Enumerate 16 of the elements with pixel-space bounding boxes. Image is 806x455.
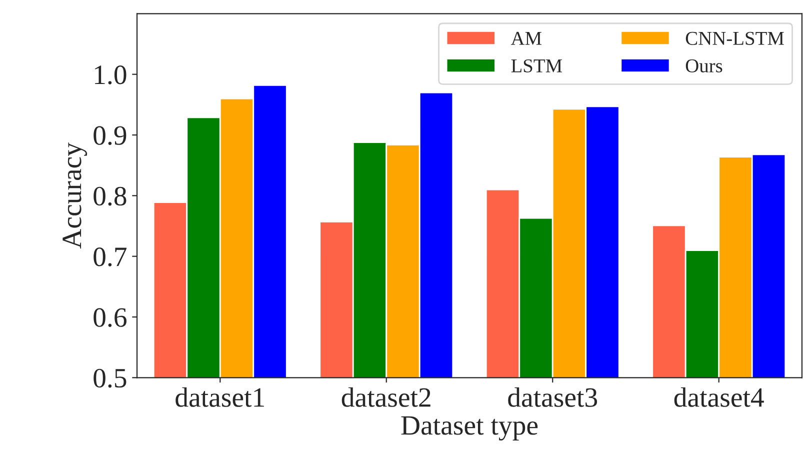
x-tick-label: dataset2 xyxy=(342,387,430,407)
x-tick-label: dataset1 xyxy=(176,387,264,407)
x-tick-label: dataset3 xyxy=(508,387,598,407)
legend-label: LSTM xyxy=(511,59,562,72)
legend-label: AM xyxy=(510,32,542,45)
legend-label: CNN-LSTM xyxy=(686,32,784,45)
y-axis-title: Accuracy xyxy=(62,142,88,249)
x-tick-label: dataset4 xyxy=(674,387,764,407)
y-tick-label: 0.9 xyxy=(94,126,126,146)
y-tick-label: 1.0 xyxy=(95,65,126,84)
x-axis-title: Dataset type xyxy=(401,416,538,441)
y-tick-label: 0.7 xyxy=(94,247,126,266)
y-tick-label: 0.5 xyxy=(94,368,126,388)
y-tick-label: 0.8 xyxy=(94,186,126,206)
y-tick-label: 0.6 xyxy=(94,308,126,328)
legend-label: Ours xyxy=(686,59,722,72)
